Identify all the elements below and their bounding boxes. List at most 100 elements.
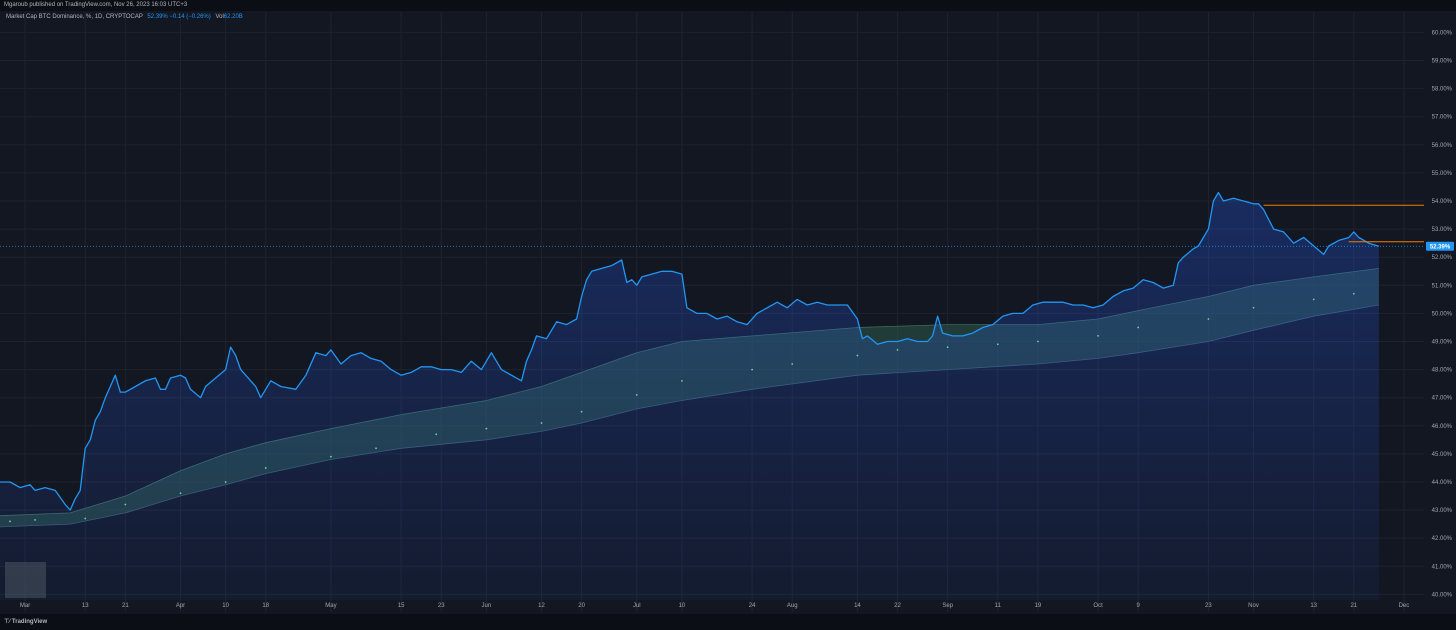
trend-dot bbox=[751, 368, 754, 371]
y-tick-label: 56.00% bbox=[1432, 143, 1453, 149]
volume-label: Vol bbox=[215, 14, 224, 20]
y-tick-label: 49.00% bbox=[1432, 340, 1453, 346]
x-tick-label: 12 bbox=[538, 603, 545, 609]
y-tick-label: 58.00% bbox=[1432, 87, 1453, 93]
trend-dot bbox=[330, 455, 332, 458]
x-tick-label: 23 bbox=[438, 603, 445, 609]
x-tick-label: 23 bbox=[1205, 603, 1212, 609]
x-tick-label: May bbox=[325, 603, 336, 609]
x-tick-label: Mar bbox=[20, 603, 30, 609]
tradingview-logo[interactable]: ⊤⁄ TradingView bbox=[4, 619, 47, 625]
symbol-label[interactable]: Market Cap BTC Dominance, %, 1D, CRYPTOC… bbox=[6, 14, 143, 20]
trend-dot bbox=[264, 467, 267, 469]
y-tick-label: 45.00% bbox=[1432, 452, 1453, 458]
trend-dot bbox=[580, 410, 583, 413]
y-tick-label: 46.00% bbox=[1432, 424, 1453, 430]
trend-dot bbox=[1037, 340, 1039, 343]
trend-dot bbox=[375, 447, 377, 450]
y-tick-label: 53.00% bbox=[1432, 227, 1453, 233]
trend-dot bbox=[9, 520, 11, 523]
area-fill bbox=[0, 192, 1379, 600]
y-tick-label: 47.00% bbox=[1432, 396, 1453, 402]
y-tick-label: 42.00% bbox=[1432, 536, 1453, 542]
x-tick-label: 21 bbox=[122, 603, 129, 609]
x-tick-label: Apr bbox=[176, 603, 185, 609]
x-tick-label: 13 bbox=[1310, 603, 1317, 609]
trend-dot bbox=[1097, 334, 1099, 337]
volume-value: 62.20B bbox=[223, 14, 243, 20]
publish-header: Mgaroub published on TradingView.com, No… bbox=[0, 0, 1456, 11]
trend-dot bbox=[1352, 292, 1355, 295]
chart-legend[interactable]: Market Cap BTC Dominance, %, 1D, CRYPTOC… bbox=[6, 14, 243, 20]
dominance-line[interactable] bbox=[0, 191, 1380, 511]
horizontal-levels[interactable] bbox=[0, 204, 1424, 247]
x-tick-label: 9 bbox=[1137, 603, 1141, 609]
y-tick-label: 59.00% bbox=[1432, 59, 1453, 65]
chart-overlay-box bbox=[5, 562, 46, 598]
x-tick-label: 19 bbox=[1035, 603, 1042, 609]
x-tick-label: Jun bbox=[482, 603, 492, 609]
x-tick-label: Aug bbox=[787, 603, 798, 609]
y-tick-label: 48.00% bbox=[1432, 368, 1453, 374]
y-tick-label: 50.00% bbox=[1432, 311, 1453, 317]
trend-dot bbox=[485, 427, 488, 430]
trend-dot bbox=[996, 343, 999, 346]
trend-dot bbox=[1312, 298, 1315, 301]
trend-dot bbox=[1207, 318, 1210, 320]
x-axis[interactable]: Mar 13 21 Apr 10 18 May 15 23 Jun 12 20 Jul 10 24 Aug 14… bbox=[20, 603, 1409, 609]
x-tick-label: 13 bbox=[82, 603, 89, 609]
x-tick-label: 15 bbox=[398, 603, 405, 609]
x-tick-label: Sep bbox=[942, 603, 953, 609]
y-tick-label: 60.00% bbox=[1432, 30, 1453, 36]
x-tick-label: Nov bbox=[1248, 603, 1259, 609]
x-tick-label: 24 bbox=[749, 603, 756, 609]
x-tick-label: 10 bbox=[222, 603, 229, 609]
last-price-tag: 52.39% bbox=[1426, 241, 1454, 251]
x-tick-label: Dec bbox=[1399, 603, 1410, 609]
publish-info: Mgaroub published on TradingView.com, No… bbox=[4, 2, 188, 8]
trend-dot bbox=[635, 393, 638, 396]
trend-dot bbox=[1137, 326, 1140, 329]
trend-dot bbox=[224, 481, 227, 483]
dominance-area bbox=[0, 191, 1380, 600]
x-tick-label: 14 bbox=[854, 603, 861, 609]
trend-dot bbox=[84, 517, 87, 520]
y-tick-label: 51.00% bbox=[1432, 283, 1453, 289]
y-tick-label: 55.00% bbox=[1432, 171, 1453, 177]
trend-dot bbox=[681, 379, 683, 382]
tv-logo-text: TradingView bbox=[11, 619, 48, 625]
price-tag-bg bbox=[1426, 241, 1454, 251]
tv-logo-icon: ⊤⁄ bbox=[4, 619, 11, 625]
price-tag-label: 52.39% bbox=[1430, 244, 1451, 250]
x-tick-label: 10 bbox=[679, 603, 686, 609]
trend-dot bbox=[435, 433, 438, 436]
trend-dot bbox=[179, 492, 182, 495]
footer-bar: ⊤⁄ TradingView bbox=[0, 614, 1456, 630]
x-tick-label: 20 bbox=[578, 603, 585, 609]
y-tick-label: 57.00% bbox=[1432, 115, 1453, 121]
x-tick-label: 22 bbox=[894, 603, 901, 609]
trend-dot bbox=[540, 422, 543, 424]
trend-dot bbox=[34, 519, 36, 521]
y-tick-label: 43.00% bbox=[1432, 508, 1453, 514]
trend-dot bbox=[124, 503, 127, 506]
trend-dot bbox=[896, 349, 899, 351]
y-tick-label: 41.00% bbox=[1432, 564, 1453, 570]
y-tick-label: 44.00% bbox=[1432, 480, 1453, 486]
trend-dots bbox=[9, 292, 1355, 523]
trend-dot bbox=[856, 354, 859, 357]
x-tick-label: 18 bbox=[262, 603, 269, 609]
price-values: 52.39% −0.14 (−0.26%) bbox=[147, 14, 211, 20]
trend-dot bbox=[946, 346, 949, 349]
x-tick-label: 11 bbox=[995, 603, 1002, 609]
x-tick-label: 21 bbox=[1350, 603, 1357, 609]
y-axis[interactable]: 40.00% 41.00% 42.00% 43.00% 44.00% 45.00% 46.0… bbox=[1432, 30, 1453, 598]
trend-dot bbox=[791, 363, 794, 365]
y-tick-label: 54.00% bbox=[1432, 199, 1453, 205]
y-tick-label: 40.00% bbox=[1432, 592, 1453, 598]
x-tick-label: Jul bbox=[633, 603, 641, 609]
y-tick-label: 52.00% bbox=[1432, 255, 1453, 261]
trend-dot bbox=[1252, 306, 1255, 309]
x-tick-label: Oct bbox=[1093, 603, 1103, 609]
